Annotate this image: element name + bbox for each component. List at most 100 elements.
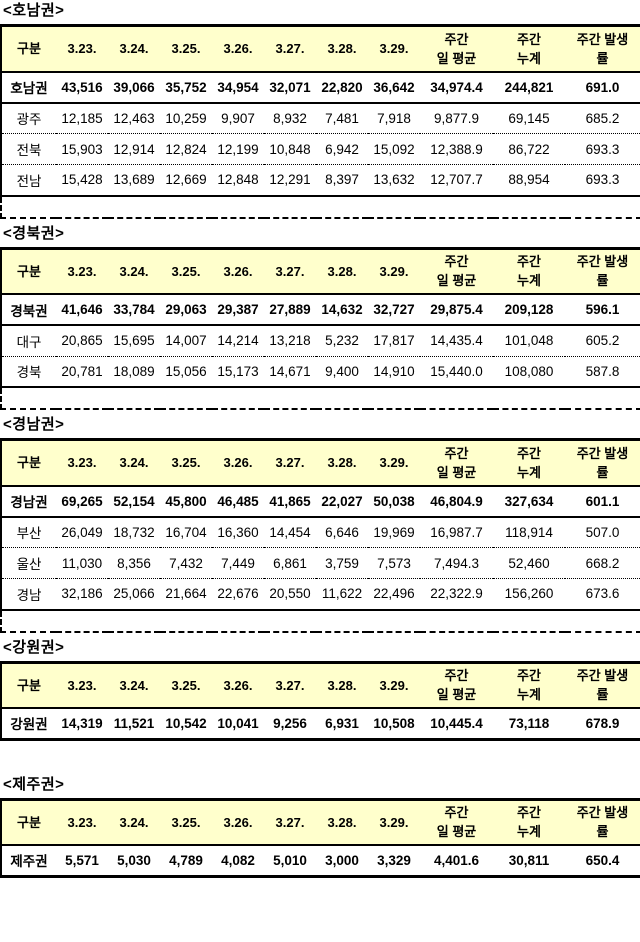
column-header: 주간 누계: [493, 438, 565, 487]
cell-value: 43,516: [56, 71, 108, 104]
header-row: 구분 3.23. 3.24. 3.25. 3.26. 3.27. 3.28. 3.29. 주간 …: [0, 24, 640, 73]
cell-value: 244,821: [493, 71, 565, 104]
column-header: 3.26.: [212, 24, 264, 73]
cell-value: 34,954: [212, 71, 264, 104]
cell-value: 17,817: [368, 325, 420, 357]
cell-value: 685.2: [565, 102, 640, 134]
cell-value: 33,784: [108, 294, 160, 326]
cell-value: 10,259: [160, 102, 212, 134]
column-header: 3.25.: [160, 660, 212, 709]
row-label: 부산: [0, 516, 56, 548]
column-header: 3.27.: [264, 246, 316, 295]
column-header: 주간 일 평균: [420, 660, 493, 709]
column-header: 구분: [0, 438, 56, 487]
column-header: 3.26.: [212, 246, 264, 295]
cell-value: 6,942: [316, 133, 368, 165]
cell-value: 34,974.4: [420, 71, 493, 104]
row-label: 강원권: [0, 708, 56, 741]
cell-value: 6,931: [316, 708, 368, 741]
row-label: 울산: [0, 547, 56, 579]
cell-value: 12,291: [264, 164, 316, 197]
region-section: <제주권> 구분 3.23. 3.24. 3.25. 3.26. 3.27. 3.28. 3.2…: [0, 776, 640, 878]
cell-value: 8,397: [316, 164, 368, 197]
column-header: 3.29.: [368, 660, 420, 709]
column-header: 구분: [0, 797, 56, 846]
cell-value: 673.6: [565, 578, 640, 611]
cell-value: 596.1: [565, 294, 640, 326]
cell-value: 32,071: [264, 71, 316, 104]
cell-value: 12,463: [108, 102, 160, 134]
region-table: 구분 3.23. 3.24. 3.25. 3.26. 3.27. 3.28. 3.29. 주간 …: [0, 797, 640, 878]
cell-value: 30,811: [493, 845, 565, 878]
cell-value: 5,010: [264, 845, 316, 878]
cell-value: 22,496: [368, 578, 420, 611]
cell-value: 5,030: [108, 845, 160, 878]
column-header: 3.23.: [56, 438, 108, 487]
section-title: <호남권>: [3, 2, 65, 19]
table-row: 경북 20,781 18,089 15,056 15,173 14,671 9,400 14,…: [0, 356, 640, 388]
cell-value: 10,848: [264, 133, 316, 165]
column-header: 3.25.: [160, 438, 212, 487]
cell-value: 14,007: [160, 325, 212, 357]
cell-value: 15,695: [108, 325, 160, 357]
cell-value: 12,669: [160, 164, 212, 197]
cell-value: 693.3: [565, 164, 640, 197]
table-row-total: 강원권 14,319 11,521 10,542 10,041 9,256 6,931 10,…: [0, 708, 640, 741]
cell-value: 15,056: [160, 356, 212, 388]
column-header: 구분: [0, 24, 56, 73]
cell-value: 13,218: [264, 325, 316, 357]
cell-value: 10,445.4: [420, 708, 493, 741]
cell-value: 118,914: [493, 516, 565, 548]
column-header: 3.28.: [316, 660, 368, 709]
cell-value: 101,048: [493, 325, 565, 357]
column-header: 주간 발생 률: [565, 797, 640, 846]
cell-value: 14,671: [264, 356, 316, 388]
cell-value: 5,571: [56, 845, 108, 878]
table-row: 경남 32,186 25,066 21,664 22,676 20,550 11,622 22…: [0, 578, 640, 611]
column-header: 3.28.: [316, 797, 368, 846]
column-header: 3.23.: [56, 797, 108, 846]
cell-value: 16,360: [212, 516, 264, 548]
empty-row: [0, 387, 640, 410]
section-title: <강원권>: [3, 638, 65, 656]
cell-value: 15,440.0: [420, 356, 493, 388]
column-header: 주간 누계: [493, 660, 565, 709]
cell-value: 10,542: [160, 708, 212, 741]
cell-value: 668.2: [565, 547, 640, 579]
cell-value: 7,481: [316, 102, 368, 134]
cell-value: 327,634: [493, 485, 565, 518]
column-header: 3.24.: [108, 438, 160, 487]
row-label: 대구: [0, 325, 56, 357]
cell-value: 10,508: [368, 708, 420, 741]
cell-value: 16,704: [160, 516, 212, 548]
cell-value: 45,800: [160, 485, 212, 518]
table-row-total: 호남권 43,516 39,066 35,752 34,954 32,071 22,820 3…: [0, 71, 640, 104]
region-table: 구분 3.23. 3.24. 3.25. 3.26. 3.27. 3.28. 3.29. 주간 …: [0, 438, 640, 633]
row-label: 경남: [0, 578, 56, 611]
column-header: 3.28.: [316, 246, 368, 295]
cell-value: 12,707.7: [420, 164, 493, 197]
cell-value: 10,041: [212, 708, 264, 741]
cell-value: 9,256: [264, 708, 316, 741]
cell-value: 12,388.9: [420, 133, 493, 165]
column-header: 3.26.: [212, 797, 264, 846]
cell-value: 4,082: [212, 845, 264, 878]
row-label: 경북: [0, 356, 56, 388]
cell-value: 22,322.9: [420, 578, 493, 611]
column-header: 3.29.: [368, 24, 420, 73]
table-row: 부산 26,049 18,732 16,704 16,360 14,454 6,646 19,…: [0, 516, 640, 548]
column-header: 3.25.: [160, 797, 212, 846]
cell-value: 12,199: [212, 133, 264, 165]
column-header: 3.24.: [108, 660, 160, 709]
region-section: <경북권> 구분 3.23. 3.24. 3.25. 3.26. 3.27. 3.28. 3.2…: [0, 225, 640, 410]
column-header: 주간 일 평균: [420, 246, 493, 295]
column-header: 3.26.: [212, 438, 264, 487]
cell-value: 4,401.6: [420, 845, 493, 878]
table-row: 전북 15,903 12,914 12,824 12,199 10,848 6,942 15,…: [0, 133, 640, 165]
cell-value: 6,646: [316, 516, 368, 548]
cell-value: 108,080: [493, 356, 565, 388]
column-header: 3.23.: [56, 246, 108, 295]
column-header: 3.29.: [368, 246, 420, 295]
cell-value: 4,789: [160, 845, 212, 878]
cell-value: 41,865: [264, 485, 316, 518]
